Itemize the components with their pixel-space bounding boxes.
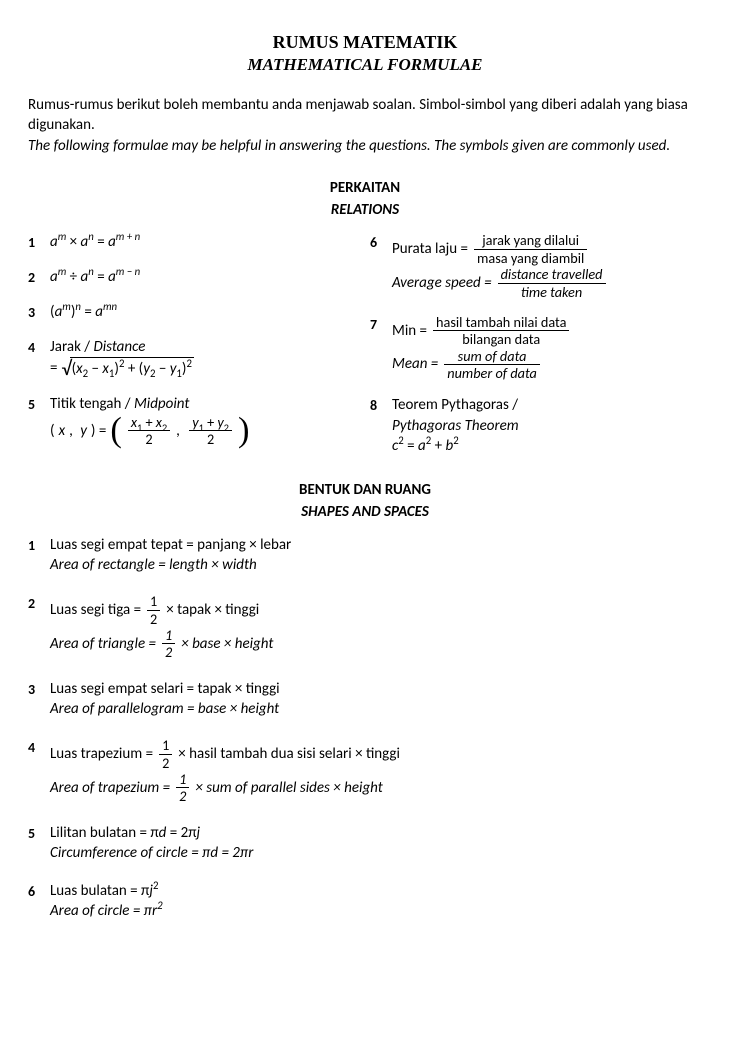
section1-ms: PERKAITAN — [28, 178, 702, 198]
formula-number: 7 — [370, 314, 392, 335]
formula-body: (am)n = amn — [50, 302, 360, 322]
formula-item: 1Luas segi empat tepat = panjang × lebar… — [28, 535, 702, 576]
formula-number: 3 — [28, 679, 50, 700]
formula-body: Luas segi empat selari = tapak × tinggiA… — [50, 679, 702, 720]
formula-body: am × an = am + n — [50, 232, 360, 252]
formula-body: Luas segi empat tepat = panjang × lebarA… — [50, 535, 702, 576]
formula-body: Lilitan bulatan = πd = 2πjCircumference … — [50, 823, 702, 864]
formula-item: 8Teorem Pythagoras /Pythagoras Theoremc2… — [370, 395, 702, 456]
title-ms: RUMUS MATEMATIK — [28, 30, 702, 54]
formula-body: Titik tengah / Midpoint(x, y) = ( x1 + x… — [50, 394, 360, 448]
formula-number: 1 — [28, 232, 50, 253]
formula-body: Luas trapezium = 12 × hasil tambah dua s… — [50, 737, 702, 805]
relations-right: 6Purata laju = jarak yang dilaluimasa ya… — [370, 232, 702, 470]
formula-item: 4Jarak / Distance= √(x2 − x1)2 + (y2 − y… — [28, 337, 360, 380]
formula-number: 4 — [28, 337, 50, 358]
relations-columns: 1am × an = am + n2am ÷ an = am − n3(am)n… — [28, 232, 702, 470]
formula-number: 5 — [28, 394, 50, 415]
formula-body: Min = hasil tambah nilai databilangan da… — [392, 314, 702, 382]
formula-item: 3Luas segi empat selari = tapak × tinggi… — [28, 679, 702, 720]
section1-en: RELATIONS — [28, 200, 702, 220]
formula-item: 4Luas trapezium = 12 × hasil tambah dua … — [28, 737, 702, 805]
shapes-list: 1Luas segi empat tepat = panjang × lebar… — [28, 535, 702, 922]
section2-ms: BENTUK DAN RUANG — [28, 480, 702, 500]
formula-number: 1 — [28, 535, 50, 556]
relations-left: 1am × an = am + n2am ÷ an = am − n3(am)n… — [28, 232, 360, 470]
formula-number: 2 — [28, 593, 50, 614]
formula-item: 1am × an = am + n — [28, 232, 360, 253]
formula-item: 2Luas segi tiga = 12 × tapak × tinggiAre… — [28, 593, 702, 661]
formula-body: Jarak / Distance= √(x2 − x1)2 + (y2 − y1… — [50, 337, 360, 380]
formula-body: am ÷ an = am − n — [50, 267, 360, 287]
intro: Rumus-rumus berikut boleh membantu anda … — [28, 95, 702, 156]
formula-item: 3(am)n = amn — [28, 302, 360, 323]
formula-item: 7Min = hasil tambah nilai databilangan d… — [370, 314, 702, 382]
formula-body: Luas bulatan = πj2Area of circle = πr2 — [50, 881, 702, 922]
formula-item: 6Luas bulatan = πj2Area of circle = πr2 — [28, 881, 702, 922]
title-en: MATHEMATICAL FORMULAE — [28, 54, 702, 77]
intro-en: The following formulae may be helpful in… — [28, 136, 702, 156]
formula-number: 8 — [370, 395, 392, 416]
formula-body: Luas segi tiga = 12 × tapak × tinggiArea… — [50, 593, 702, 661]
formula-number: 4 — [28, 737, 50, 758]
formula-item: 5Lilitan bulatan = πd = 2πjCircumference… — [28, 823, 702, 864]
title-block: RUMUS MATEMATIK MATHEMATICAL FORMULAE — [28, 30, 702, 77]
formula-item: 6Purata laju = jarak yang dilaluimasa ya… — [370, 232, 702, 300]
formula-item: 2am ÷ an = am − n — [28, 267, 360, 288]
formula-number: 6 — [370, 232, 392, 253]
formula-body: Purata laju = jarak yang dilaluimasa yan… — [392, 232, 702, 300]
intro-ms: Rumus-rumus berikut boleh membantu anda … — [28, 96, 688, 134]
formula-item: 5Titik tengah / Midpoint(x, y) = ( x1 + … — [28, 394, 360, 448]
formula-number: 2 — [28, 267, 50, 288]
formula-number: 5 — [28, 823, 50, 844]
formula-number: 3 — [28, 302, 50, 323]
formula-number: 6 — [28, 881, 50, 902]
formula-body: Teorem Pythagoras /Pythagoras Theoremc2 … — [392, 395, 702, 456]
section2-en: SHAPES AND SPACES — [28, 502, 702, 522]
